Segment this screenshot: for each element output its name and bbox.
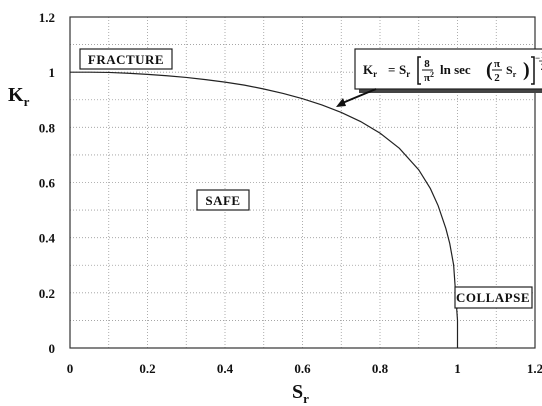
fracture-label: FRACTURE bbox=[88, 52, 164, 67]
eq-frac-num: 8 bbox=[424, 58, 430, 70]
eq-right-bracket bbox=[531, 56, 535, 85]
eq-lhs: Kr bbox=[363, 62, 377, 79]
x-tick-label: 0.2 bbox=[139, 361, 155, 376]
eq-pi: π bbox=[494, 58, 500, 70]
y-tick-label: 0.6 bbox=[39, 176, 56, 191]
eq-exp-sign: − bbox=[535, 53, 540, 63]
eq-exp-den: 2 bbox=[541, 62, 542, 72]
failure-assessment-curve bbox=[70, 71, 459, 348]
eq-open-paren: ( bbox=[486, 59, 493, 81]
y-tick-label: 0.8 bbox=[39, 120, 56, 135]
fracture-label-box bbox=[79, 48, 173, 70]
eq-s-inner: Sr bbox=[506, 63, 517, 79]
eq-ln-sec: ln sec bbox=[440, 62, 471, 77]
eq-left-bracket bbox=[417, 56, 421, 85]
equation-box bbox=[354, 48, 542, 90]
eq-two: 2 bbox=[494, 72, 500, 84]
x-tick-label: 0.8 bbox=[372, 361, 389, 376]
y-tick-label: 1.2 bbox=[39, 10, 55, 25]
equation-arrow-line bbox=[339, 88, 377, 105]
y-tick-label: 0.2 bbox=[39, 286, 55, 301]
y-tick-label: 0.4 bbox=[39, 231, 56, 246]
eq-exp-num: 1 bbox=[541, 50, 542, 60]
equation-arrow-head bbox=[336, 98, 346, 107]
tick-labels: 0 0.2 0.4 0.6 0.8 1 1.2 0 0.2 0.4 0.6 0.8 1 1.2 bbox=[39, 10, 542, 376]
x-tick-label: 0.6 bbox=[294, 361, 311, 376]
eq-frac-den: π2 bbox=[424, 70, 434, 84]
eq-close-paren: ) bbox=[523, 59, 530, 81]
y-axis-title: Kr bbox=[8, 84, 30, 109]
safe-label: SAFE bbox=[205, 193, 240, 208]
y-tick-label: 0 bbox=[49, 341, 56, 356]
plot-frame bbox=[69, 16, 536, 349]
safe-label-box bbox=[196, 189, 250, 211]
eq-equals: = bbox=[388, 62, 395, 77]
collapse-label: COLLAPSE bbox=[456, 290, 530, 305]
x-tick-label: 1 bbox=[454, 361, 461, 376]
x-tick-label: 0 bbox=[67, 361, 74, 376]
equation-callout: Kr = Sr 8 π2 ln sec ( π 2 Sr ) − 1 2 bbox=[336, 48, 542, 107]
collapse-label-box bbox=[454, 286, 533, 309]
y-tick-label: 1 bbox=[49, 65, 56, 80]
x-tick-label: 0.4 bbox=[217, 361, 234, 376]
x-tick-label: 1.2 bbox=[527, 361, 542, 376]
x-axis-title: Sr bbox=[292, 381, 309, 406]
eq-s: Sr bbox=[399, 62, 410, 79]
